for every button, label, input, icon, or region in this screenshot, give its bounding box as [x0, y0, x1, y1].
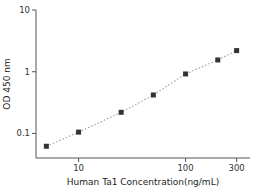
- y-tick: [32, 71, 36, 72]
- y-tick-label: 10: [19, 5, 30, 15]
- data-point: [151, 92, 156, 97]
- background: [0, 0, 260, 190]
- x-tick-label: 100: [177, 163, 193, 173]
- data-point: [44, 144, 49, 149]
- data-point: [234, 48, 239, 53]
- y-tick: [32, 133, 36, 134]
- plot-area: [44, 48, 239, 149]
- y-axis-label: OD 450 nm: [2, 58, 12, 109]
- x-tick: [236, 158, 237, 162]
- chart: 10 100 300 0.1 1 10 Human Ta1 Concentration(ng…: [0, 0, 260, 190]
- data-point: [215, 57, 220, 62]
- y-tick-label: 0.1: [16, 128, 30, 138]
- x-axis: [36, 158, 250, 159]
- data-point: [119, 110, 124, 115]
- x-tick: [185, 158, 186, 162]
- x-axis-label: Human Ta1 Concentration(ng/mL): [67, 177, 219, 187]
- data-point: [183, 71, 188, 76]
- chart-container: 10 100 300 0.1 1 10 Human Ta1 Concentration(ng…: [0, 0, 260, 190]
- y-tick: [32, 10, 36, 11]
- y-tick-label: 1: [25, 67, 30, 77]
- data-point: [76, 130, 81, 135]
- data-line: [46, 51, 236, 147]
- x-tick-label: 300: [229, 163, 245, 173]
- x-tick-label: 10: [73, 163, 84, 173]
- y-axis: [36, 10, 37, 158]
- x-tick: [78, 158, 79, 162]
